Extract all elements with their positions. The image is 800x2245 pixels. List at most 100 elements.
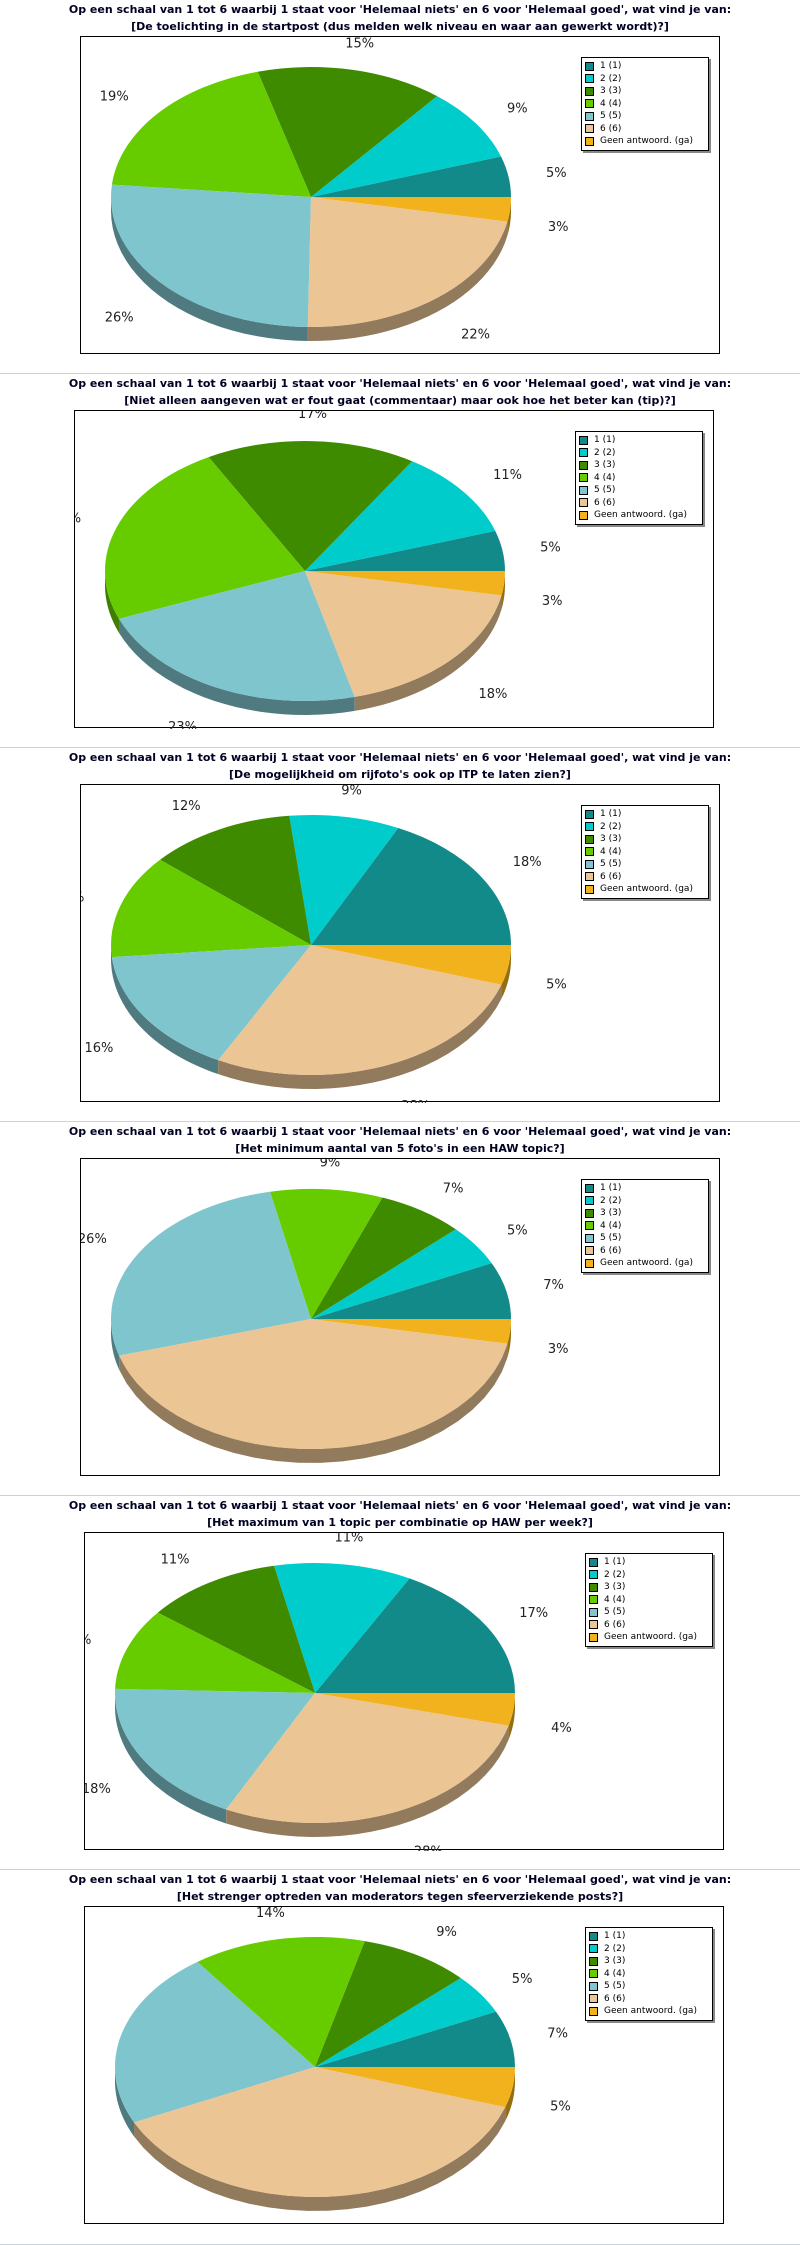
pie-slice bbox=[119, 571, 355, 702]
legend-item: Geen antwoord. (ga) bbox=[589, 1631, 709, 1644]
legend-item: Geen antwoord. (ga) bbox=[589, 2005, 709, 2018]
pie-slice bbox=[311, 1319, 511, 1344]
pie-slice-label: 5% bbox=[540, 540, 561, 555]
pie-slice-label: 5% bbox=[512, 1972, 533, 1987]
legend-label: 6 (6) bbox=[604, 1619, 626, 1630]
pie-slice-side bbox=[134, 2107, 506, 2211]
pie-slice bbox=[315, 1578, 515, 1693]
pie-slice-label: 5% bbox=[550, 2100, 571, 2115]
legend-label: 2 (2) bbox=[600, 73, 622, 84]
legend-item: 3 (3) bbox=[585, 1207, 705, 1220]
pie-slice-label: 3% bbox=[548, 220, 569, 235]
pie-slice bbox=[115, 1612, 315, 1693]
legend-swatch bbox=[589, 2006, 598, 2016]
legend-swatch bbox=[585, 884, 594, 894]
pie-slice-label: 16% bbox=[84, 1041, 113, 1056]
pie-slice-side bbox=[105, 571, 120, 633]
legend-label: 2 (2) bbox=[600, 821, 622, 832]
legend-item: 1 (1) bbox=[589, 1556, 709, 1569]
pie-slice bbox=[315, 1978, 496, 2067]
pie-slice-label: 17% bbox=[298, 411, 327, 422]
legend-label: 1 (1) bbox=[604, 1931, 626, 1942]
pie-slice bbox=[311, 828, 511, 945]
legend-swatch bbox=[589, 1607, 598, 1617]
legend-swatch bbox=[589, 1595, 598, 1605]
pie-slice bbox=[311, 1197, 456, 1319]
legend-item: 1 (1) bbox=[585, 60, 705, 73]
pie-slice bbox=[257, 67, 438, 197]
legend-swatch bbox=[585, 1246, 594, 1256]
legend-item: 3 (3) bbox=[579, 459, 699, 472]
legend-label: 1 (1) bbox=[600, 1183, 622, 1194]
pie-slice bbox=[311, 96, 502, 197]
survey-question-section: Op een schaal van 1 tot 6 waarbij 1 staa… bbox=[0, 748, 800, 1122]
legend-label: 4 (4) bbox=[604, 1968, 626, 1979]
legend-item: 2 (2) bbox=[585, 1195, 705, 1208]
legend-item: 1 (1) bbox=[585, 1182, 705, 1195]
pie-slice-label: 4% bbox=[551, 1721, 572, 1736]
survey-question-section: Op een schaal van 1 tot 6 waarbij 1 staa… bbox=[0, 1870, 800, 2245]
pie-slice-label: 28% bbox=[401, 1099, 430, 1103]
legend-swatch bbox=[579, 460, 588, 470]
pie-slice bbox=[311, 945, 511, 985]
legend-label: 1 (1) bbox=[600, 809, 622, 820]
legend-swatch bbox=[589, 1969, 598, 1979]
pie-chart-panel: 7%5%7%9%26%42%3% 1 (1)2 (2)3 (3)4 (4)5 (… bbox=[80, 1158, 720, 1476]
legend-label: 3 (3) bbox=[600, 86, 622, 97]
chart-legend: 1 (1) 2 (2) 3 (3) 4 (4) 5 (5) 6 (6) Geen antwo… bbox=[575, 431, 703, 525]
legend-item: 2 (2) bbox=[589, 1943, 709, 1956]
pie-slice bbox=[119, 1319, 508, 1450]
legend-swatch bbox=[579, 485, 588, 495]
legend-label: 4 (4) bbox=[604, 1594, 626, 1605]
question-text: Op een schaal van 1 tot 6 waarbij 1 staa… bbox=[68, 1873, 732, 1886]
legend-label: 6 (6) bbox=[604, 1993, 626, 2004]
pie-chart: 5% 9% 15% 19% 26% 22% 3% bbox=[100, 37, 569, 343]
legend-swatch bbox=[585, 822, 594, 832]
pie-slice bbox=[311, 1229, 492, 1319]
legend-label: 4 (4) bbox=[600, 1220, 622, 1231]
question-text: Op een schaal van 1 tot 6 waarbij 1 staa… bbox=[68, 1499, 732, 1512]
pie-slice-side bbox=[119, 1343, 508, 1463]
legend-item: 4 (4) bbox=[579, 472, 699, 485]
legend-label: 3 (3) bbox=[600, 834, 622, 845]
legend-item: 3 (3) bbox=[589, 1955, 709, 1968]
pie-slice-side bbox=[507, 197, 511, 236]
pie-slice-label: 3% bbox=[548, 1342, 569, 1357]
pie-slice bbox=[270, 1189, 383, 1319]
legend-swatch bbox=[589, 1931, 598, 1941]
pie-slice-label: 9% bbox=[341, 785, 362, 798]
legend-swatch bbox=[585, 1233, 594, 1243]
legend-swatch bbox=[589, 1994, 598, 2004]
legend-item: 5 (5) bbox=[589, 1980, 709, 1993]
pie-chart: 17% 11% 11% 10% 18% 28% 4% bbox=[85, 1533, 572, 1851]
pie-slice bbox=[114, 1688, 315, 1810]
legend-label: 2 (2) bbox=[594, 447, 616, 458]
pie-slice bbox=[307, 197, 508, 327]
legend-item: 2 (2) bbox=[589, 1569, 709, 1582]
legend-label: 5 (5) bbox=[604, 1981, 626, 1992]
pie-slice bbox=[208, 441, 413, 571]
legend-label: 3 (3) bbox=[594, 460, 616, 471]
legend-swatch bbox=[589, 1570, 598, 1580]
pie-slice bbox=[218, 945, 502, 1075]
pie-slice-label: 18% bbox=[479, 687, 508, 702]
legend-item: Geen antwoord. (ga) bbox=[585, 135, 705, 148]
legend-item: 5 (5) bbox=[585, 1232, 705, 1245]
pie-slice-label: 23% bbox=[168, 720, 197, 729]
pie-slice-label: 23% bbox=[75, 512, 81, 527]
pie-slice-label: 7% bbox=[443, 1182, 464, 1197]
pie-slice bbox=[226, 1693, 509, 1823]
legend-item: 5 (5) bbox=[579, 484, 699, 497]
pie-slice-label: 7% bbox=[547, 2027, 568, 2042]
legend-item: 2 (2) bbox=[585, 821, 705, 834]
survey-question-section: Op een schaal van 1 tot 6 waarbij 1 staa… bbox=[0, 1496, 800, 1870]
legend-label: 5 (5) bbox=[600, 1233, 622, 1244]
pie-slice-label: 15% bbox=[345, 37, 374, 51]
legend-swatch bbox=[589, 1944, 598, 1954]
pie-slice bbox=[305, 461, 496, 571]
pie-slice-label: 11% bbox=[334, 1533, 363, 1546]
legend-label: 1 (1) bbox=[604, 1557, 626, 1568]
legend-swatch bbox=[585, 847, 594, 857]
legend-label: 2 (2) bbox=[604, 1569, 626, 1580]
pie-slice bbox=[110, 1191, 311, 1356]
